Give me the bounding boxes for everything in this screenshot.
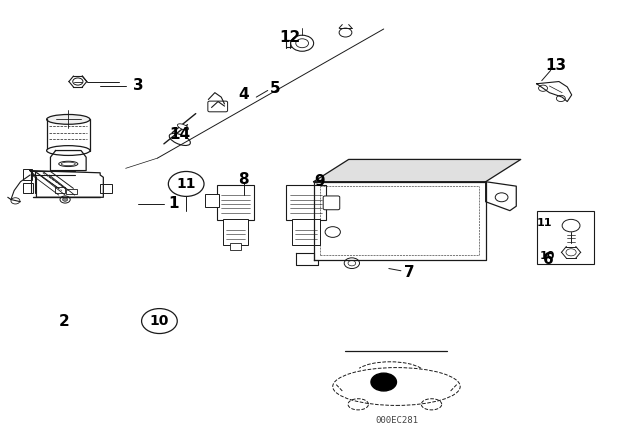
Text: 10: 10 bbox=[540, 251, 556, 261]
Text: 11: 11 bbox=[177, 177, 196, 191]
FancyBboxPatch shape bbox=[285, 185, 326, 220]
Text: 4: 4 bbox=[238, 87, 249, 103]
Text: 3: 3 bbox=[133, 78, 144, 94]
Text: 11: 11 bbox=[536, 218, 552, 228]
FancyBboxPatch shape bbox=[217, 185, 254, 220]
FancyBboxPatch shape bbox=[55, 187, 65, 193]
Ellipse shape bbox=[177, 124, 189, 130]
Text: 000EC281: 000EC281 bbox=[375, 416, 418, 425]
FancyBboxPatch shape bbox=[230, 243, 241, 250]
FancyBboxPatch shape bbox=[100, 184, 111, 193]
Polygon shape bbox=[314, 159, 521, 182]
Polygon shape bbox=[486, 182, 516, 211]
Ellipse shape bbox=[169, 134, 190, 146]
FancyBboxPatch shape bbox=[537, 211, 594, 264]
FancyBboxPatch shape bbox=[23, 184, 33, 193]
Ellipse shape bbox=[47, 146, 90, 155]
FancyBboxPatch shape bbox=[67, 189, 77, 194]
FancyBboxPatch shape bbox=[223, 219, 248, 245]
FancyBboxPatch shape bbox=[205, 194, 220, 207]
Text: 10: 10 bbox=[150, 314, 169, 328]
Ellipse shape bbox=[59, 161, 78, 167]
FancyBboxPatch shape bbox=[292, 219, 320, 245]
Ellipse shape bbox=[61, 162, 76, 166]
Circle shape bbox=[371, 373, 396, 391]
Text: 7: 7 bbox=[404, 266, 415, 280]
Text: 2: 2 bbox=[58, 314, 69, 329]
Text: 1: 1 bbox=[168, 197, 179, 211]
Circle shape bbox=[63, 198, 68, 201]
FancyBboxPatch shape bbox=[208, 101, 228, 112]
FancyBboxPatch shape bbox=[323, 196, 340, 210]
Text: 14: 14 bbox=[169, 127, 190, 142]
Text: 6: 6 bbox=[543, 252, 554, 267]
Text: 5: 5 bbox=[270, 81, 281, 96]
Polygon shape bbox=[314, 182, 486, 260]
Text: 13: 13 bbox=[545, 58, 566, 73]
Text: 12: 12 bbox=[280, 30, 301, 44]
Text: 8: 8 bbox=[238, 172, 249, 187]
Ellipse shape bbox=[47, 115, 90, 124]
Ellipse shape bbox=[333, 368, 460, 405]
Text: 9: 9 bbox=[315, 174, 325, 189]
FancyBboxPatch shape bbox=[23, 169, 32, 180]
